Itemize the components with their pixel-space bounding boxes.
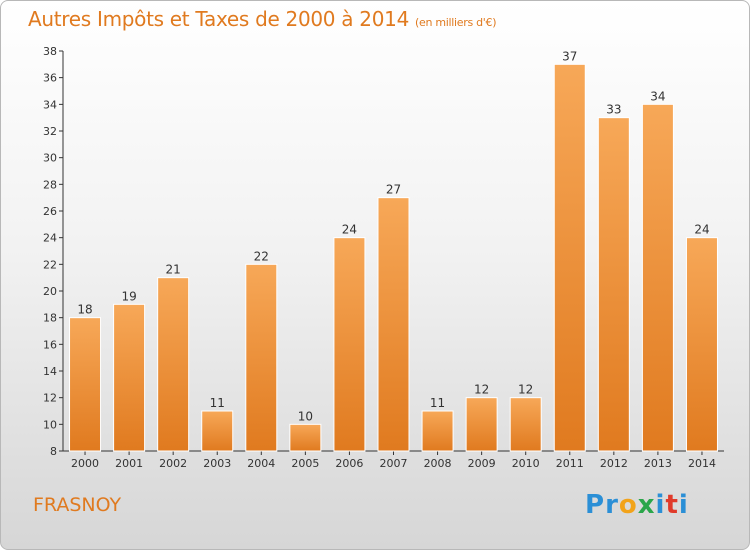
data-label: 12 (518, 383, 533, 397)
x-tick-label: 2001 (115, 457, 143, 470)
y-tick-label: 24 (43, 232, 57, 245)
x-tick-label: 2007 (380, 457, 408, 470)
bars (69, 63, 718, 452)
bar (69, 317, 102, 452)
x-tick-label: 2012 (600, 457, 628, 470)
logo-letter: i (655, 490, 666, 520)
y-tick-label: 30 (43, 152, 57, 165)
data-label: 11 (430, 396, 445, 410)
data-label: 24 (342, 223, 357, 237)
bar (597, 117, 630, 452)
title-text: Autres Impôts et Taxes de 2000 à 2014 (28, 7, 409, 31)
bar (641, 103, 674, 452)
y-tick-label: 8 (50, 445, 57, 458)
bar (465, 397, 498, 452)
y-tick-label: 16 (43, 338, 57, 351)
y-tick-label: 10 (43, 418, 57, 431)
y-tick-label: 22 (43, 258, 57, 271)
data-label: 11 (210, 396, 225, 410)
x-tick-label: 2014 (688, 457, 716, 470)
logo-letter: x (637, 490, 656, 520)
commune-name: FRASNOY (33, 494, 122, 516)
data-label: 37 (562, 49, 577, 63)
data-label: 10 (298, 409, 313, 423)
bar (421, 410, 454, 452)
x-tick-label: 2013 (644, 457, 672, 470)
data-label: 18 (77, 303, 92, 317)
x-tick-label: 2005 (291, 457, 319, 470)
y-tick-label: 14 (43, 365, 57, 378)
bar (113, 303, 146, 452)
bar (685, 237, 718, 452)
data-label: 19 (121, 289, 136, 303)
x-tick-label: 2009 (468, 457, 496, 470)
x-tick-label: 2000 (71, 457, 99, 470)
axes: 8 10 12 14 16 18 20 22 24 26 28 30 32 34 36 38 2000 2001 2… (43, 45, 724, 470)
x-tick-label: 2010 (512, 457, 540, 470)
bar (377, 197, 410, 452)
y-tick-label: 28 (43, 178, 57, 191)
y-tick-label: 38 (43, 45, 57, 58)
x-tick-label: 2006 (335, 457, 363, 470)
data-label: 33 (606, 103, 621, 117)
title-unit: (en milliers d'€) (415, 16, 497, 29)
x-tick-label: 2008 (424, 457, 452, 470)
data-label: 34 (650, 89, 665, 103)
x-tick-label: 2002 (159, 457, 187, 470)
y-tick-label: 20 (43, 285, 57, 298)
data-label: 22 (254, 249, 269, 263)
bar (333, 237, 366, 452)
y-tick-label: 34 (43, 98, 57, 111)
x-tick-label: 2011 (556, 457, 584, 470)
data-labels: 18 19 21 11 22 10 24 27 11 12 12 37 33 34 24 (77, 49, 709, 423)
bar (509, 397, 542, 452)
data-label: 24 (694, 223, 709, 237)
y-tick-label: 36 (43, 72, 57, 85)
logo-letter: i (678, 490, 689, 520)
logo-letter: r (605, 490, 619, 520)
logo-letter: t (665, 490, 679, 520)
logo-letter: P (585, 490, 606, 520)
bar (553, 63, 586, 452)
x-tick-label: 2004 (247, 457, 275, 470)
y-tick-label: 32 (43, 125, 57, 138)
logo-letter: o (618, 490, 638, 520)
y-tick-label: 26 (43, 205, 57, 218)
data-label: 21 (166, 263, 181, 277)
chart-title: Autres Impôts et Taxes de 2000 à 2014 (en… (28, 7, 496, 31)
proxiti-logo: Proxiti (585, 490, 689, 520)
bar (201, 410, 234, 452)
x-tick-label: 2003 (203, 457, 231, 470)
y-tick-label: 12 (43, 392, 57, 405)
bar (157, 277, 190, 452)
bar (289, 423, 322, 452)
data-label: 27 (386, 183, 401, 197)
y-tick-label: 18 (43, 312, 57, 325)
data-label: 12 (474, 383, 489, 397)
bar (245, 263, 278, 452)
